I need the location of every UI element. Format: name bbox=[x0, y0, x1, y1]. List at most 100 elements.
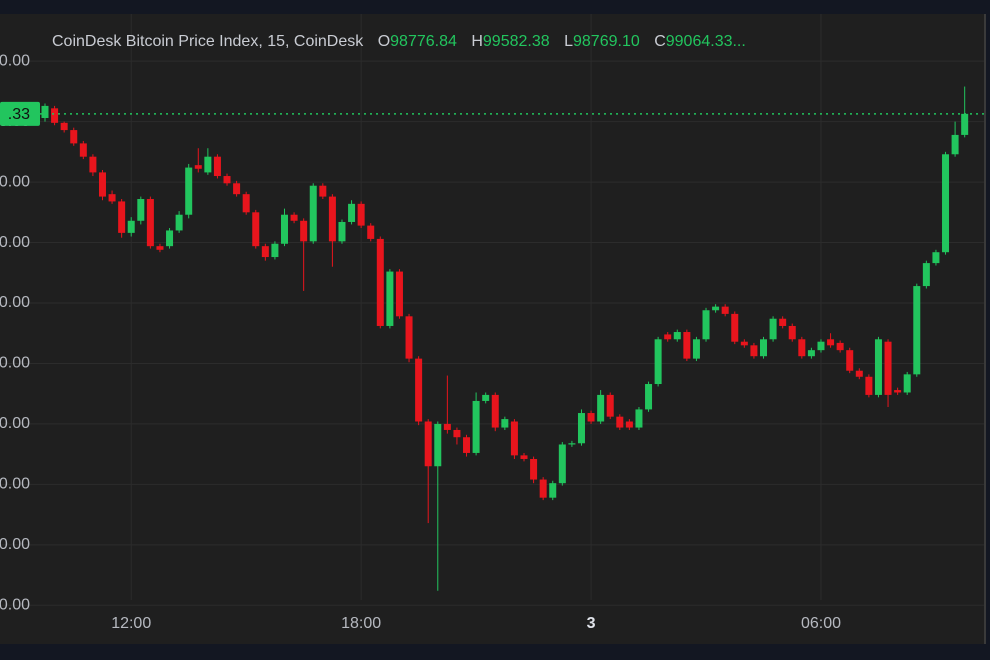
candle-body bbox=[865, 376, 873, 395]
candle-body bbox=[894, 390, 902, 393]
candle-body bbox=[463, 437, 471, 453]
candle-body bbox=[702, 310, 710, 340]
candle-body bbox=[922, 263, 930, 287]
plot-background bbox=[0, 14, 985, 644]
x-tick-label: 06:00 bbox=[801, 615, 841, 632]
y-tick-label: 00.00 bbox=[0, 536, 30, 553]
candle-body bbox=[568, 443, 576, 445]
candles bbox=[40, 86, 985, 591]
candle-body bbox=[549, 483, 557, 498]
candle-body bbox=[788, 325, 796, 340]
candle-body bbox=[386, 271, 394, 326]
candle-body bbox=[932, 252, 940, 264]
candle-body bbox=[664, 334, 672, 340]
candle-body bbox=[769, 318, 777, 340]
candle-body bbox=[961, 113, 969, 135]
header-h-value: 99582.38 bbox=[483, 33, 550, 50]
y-tick-label: 00.00 bbox=[0, 173, 30, 190]
candle-body bbox=[472, 400, 480, 453]
candle-body bbox=[510, 421, 518, 456]
candle-body bbox=[654, 339, 662, 385]
candle-body bbox=[118, 201, 126, 233]
candle-body bbox=[319, 185, 327, 197]
candle-body bbox=[539, 479, 547, 498]
candle-body bbox=[616, 416, 624, 428]
candle-body bbox=[673, 332, 681, 340]
x-tick-label: 3 bbox=[587, 615, 596, 632]
candle-body bbox=[721, 306, 729, 314]
candle-body bbox=[70, 130, 78, 144]
candle-body bbox=[395, 271, 403, 317]
candle-body bbox=[779, 318, 787, 326]
candle-body bbox=[41, 105, 49, 118]
candle-body bbox=[108, 194, 116, 202]
candle-body bbox=[855, 370, 863, 377]
candle-body bbox=[328, 196, 336, 242]
candle-body bbox=[223, 176, 231, 184]
header-l-label: L bbox=[564, 33, 573, 50]
candle-body bbox=[712, 306, 720, 311]
candle-body bbox=[635, 409, 643, 428]
labels: 0.00 00.00 00.00 00.00 00.00 00.00 00.00 00.00 0… bbox=[0, 52, 841, 632]
header-o-label: O bbox=[378, 33, 390, 50]
legend-header: CoinDesk Bitcoin Price Index, 15, CoinDe… bbox=[52, 33, 746, 50]
y-tick-label: 00.00 bbox=[0, 415, 30, 432]
header-c-value: 99064.33... bbox=[666, 33, 746, 50]
candle-body bbox=[731, 313, 739, 342]
candle-body bbox=[683, 332, 691, 359]
candle-body bbox=[827, 339, 835, 346]
candle-body bbox=[252, 212, 260, 247]
candle-body bbox=[530, 458, 538, 480]
candle-body bbox=[482, 394, 490, 401]
candle-body bbox=[51, 108, 59, 123]
y-tick-label: 00.00 bbox=[0, 294, 30, 311]
header-l-value: 98769.10 bbox=[573, 33, 640, 50]
candle-body bbox=[884, 341, 892, 395]
candle-body bbox=[194, 165, 202, 169]
candle-body bbox=[760, 339, 767, 357]
candle-body bbox=[146, 199, 154, 247]
candle-body bbox=[846, 350, 854, 371]
candle-body bbox=[357, 203, 365, 226]
candle-body bbox=[281, 214, 288, 244]
candle-body bbox=[874, 339, 882, 395]
x-tick-label: 12:00 bbox=[111, 615, 151, 632]
candle-body bbox=[740, 341, 748, 346]
candle-body bbox=[597, 394, 605, 422]
candle-body bbox=[913, 286, 921, 375]
candle-body bbox=[98, 172, 106, 197]
y-tick-label: 00.00 bbox=[0, 355, 30, 372]
candle-body bbox=[501, 419, 509, 428]
candle-body bbox=[606, 394, 614, 417]
candle-body bbox=[942, 154, 950, 253]
candle-body bbox=[405, 316, 413, 359]
candle-body bbox=[60, 122, 68, 131]
candle-body bbox=[625, 421, 633, 428]
candle-body bbox=[491, 394, 499, 428]
candle-body bbox=[271, 243, 279, 258]
candle-body bbox=[166, 230, 174, 247]
candle-body bbox=[817, 341, 825, 351]
candle-body bbox=[645, 384, 653, 410]
candle-body bbox=[213, 156, 221, 177]
y-tick-label: 00.00 bbox=[0, 234, 30, 251]
candle-body bbox=[750, 345, 758, 357]
candle-body bbox=[290, 214, 298, 221]
candle-body bbox=[434, 423, 442, 467]
candle-body bbox=[951, 134, 959, 155]
candle-body bbox=[453, 429, 461, 438]
candle-body bbox=[903, 374, 911, 393]
candle-body bbox=[415, 358, 423, 422]
header-o-value: 98776.84 bbox=[390, 33, 457, 50]
candle-body bbox=[242, 194, 250, 213]
candle-body bbox=[300, 220, 308, 242]
header-h-label: H bbox=[471, 33, 483, 50]
header-c-label: C bbox=[654, 33, 666, 50]
y-tick-label: 00.00 bbox=[0, 476, 30, 493]
candle-body bbox=[692, 339, 700, 359]
x-tick-label: 18:00 bbox=[341, 615, 381, 632]
candle-body bbox=[261, 246, 269, 258]
candle-body bbox=[233, 183, 241, 195]
candle-body bbox=[89, 156, 97, 173]
